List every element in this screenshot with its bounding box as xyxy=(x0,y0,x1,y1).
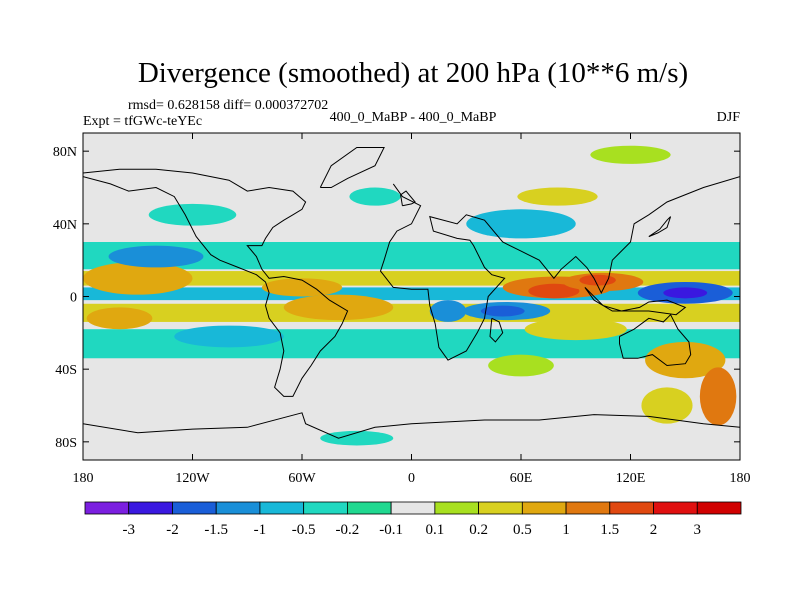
colorbar-swatch xyxy=(434,501,480,515)
colorbar-label: 1.5 xyxy=(600,522,619,538)
map-plot xyxy=(82,132,741,461)
x-tick-label: 60W xyxy=(288,471,316,486)
coastline-0 xyxy=(379,176,740,361)
colorbar-label: 3 xyxy=(694,522,702,538)
x-tick-label: 0 xyxy=(408,471,415,486)
y-tick-label: 80N xyxy=(53,145,77,160)
field-contour-26 xyxy=(466,209,576,239)
coastlines xyxy=(83,147,740,439)
field-contour-19 xyxy=(174,325,284,348)
season-label: DJF xyxy=(717,110,741,125)
field-contour-10 xyxy=(528,283,580,299)
field-contour-18 xyxy=(108,245,204,268)
colorbar-label: -0.2 xyxy=(336,522,360,538)
field-contour-16 xyxy=(480,305,525,317)
field-contour-12 xyxy=(579,274,616,286)
x-tick-label: 60E xyxy=(510,471,533,486)
coastline-3 xyxy=(584,287,687,316)
colorbar-swatch xyxy=(565,501,611,515)
colorbar-label: 0.2 xyxy=(469,522,488,538)
coastline-4 xyxy=(83,412,740,439)
field-contour-21 xyxy=(488,354,554,377)
field-contour-29 xyxy=(590,145,671,164)
colorbar-label: 0.5 xyxy=(513,522,532,538)
coastline-1 xyxy=(83,168,349,397)
colorbar-swatch xyxy=(478,501,523,515)
colorbar-swatch xyxy=(259,501,305,515)
stats-text: rmsd= 0.628158 diff= 0.000372702 xyxy=(128,98,328,113)
field-contour-7 xyxy=(283,294,394,321)
y-tick-label: 40S xyxy=(55,363,77,378)
coastline-7 xyxy=(400,190,416,207)
field-contour-8 xyxy=(261,278,343,297)
colorbar-label: -0.5 xyxy=(292,522,316,538)
coastline-6 xyxy=(489,317,504,343)
field-contour-28 xyxy=(349,187,401,206)
x-tick-label: 120E xyxy=(616,471,646,486)
colorbar: -3 -2 -1.5 -1 -0.5 -0.2 -0.1 0.1 0.2 0.5 1 1.5 2 3 xyxy=(84,501,742,538)
field-contour-2 xyxy=(83,303,740,322)
colorbar-label: -2 xyxy=(166,522,179,538)
field-contour-23 xyxy=(699,367,737,426)
field-contour-6 xyxy=(86,307,153,330)
experiment-label: Expt = tfGWc-teYEc xyxy=(83,114,202,129)
colorbar-swatch xyxy=(215,501,261,515)
colorbar-label: 0.1 xyxy=(425,522,444,538)
x-tick-label: 120W xyxy=(175,471,210,486)
comparison-label: 400_0_MaBP - 400_0_MaBP xyxy=(330,110,497,125)
colorbar-label: -1 xyxy=(254,522,267,538)
field-contour-20 xyxy=(524,318,627,341)
colorbar-swatch xyxy=(696,501,742,515)
colorbar-swatch xyxy=(84,501,130,515)
colorbar-label: -3 xyxy=(122,522,135,538)
field-contour-25 xyxy=(148,203,237,226)
colorbar-swatch xyxy=(128,501,173,515)
colorbar-swatch xyxy=(521,501,567,515)
field-contour-5 xyxy=(83,261,193,295)
colorbar-swatch xyxy=(653,501,698,515)
y-tick-label: 0 xyxy=(70,291,77,306)
colorbar-label: -0.1 xyxy=(379,522,403,538)
coastline-2 xyxy=(619,313,692,367)
coastline-5 xyxy=(319,147,385,188)
colorbar-swatch xyxy=(303,501,348,515)
y-tick-label: 40N xyxy=(53,218,77,233)
colorbar-label: 2 xyxy=(650,522,658,538)
colorbar-swatch xyxy=(609,501,654,515)
x-axis: 180 120W 60W 0 60E 120E 180 xyxy=(73,133,751,486)
colorbar-swatch xyxy=(346,501,392,515)
x-tick-label: 180 xyxy=(73,471,94,486)
coastline-8 xyxy=(648,216,672,238)
y-tick-label: 80S xyxy=(55,436,77,451)
colorbar-swatch xyxy=(390,501,436,515)
field-contour-14 xyxy=(663,287,708,299)
x-tick-label: 180 xyxy=(730,471,751,486)
field-contour-30 xyxy=(320,430,394,446)
y-axis: 80N 40N 0 40S 80S xyxy=(53,145,740,451)
chart-title: Divergence (smoothed) at 200 hPa (10**6 … xyxy=(138,57,688,89)
field-contour-17 xyxy=(429,300,467,322)
colorbar-label: 1 xyxy=(562,522,570,538)
divergence-field xyxy=(83,145,740,446)
field-contour-27 xyxy=(517,187,598,206)
field-contour-22 xyxy=(645,341,726,379)
colorbar-swatch xyxy=(172,501,217,515)
field-contour-24 xyxy=(641,387,693,424)
colorbar-label: -1.5 xyxy=(204,522,228,538)
